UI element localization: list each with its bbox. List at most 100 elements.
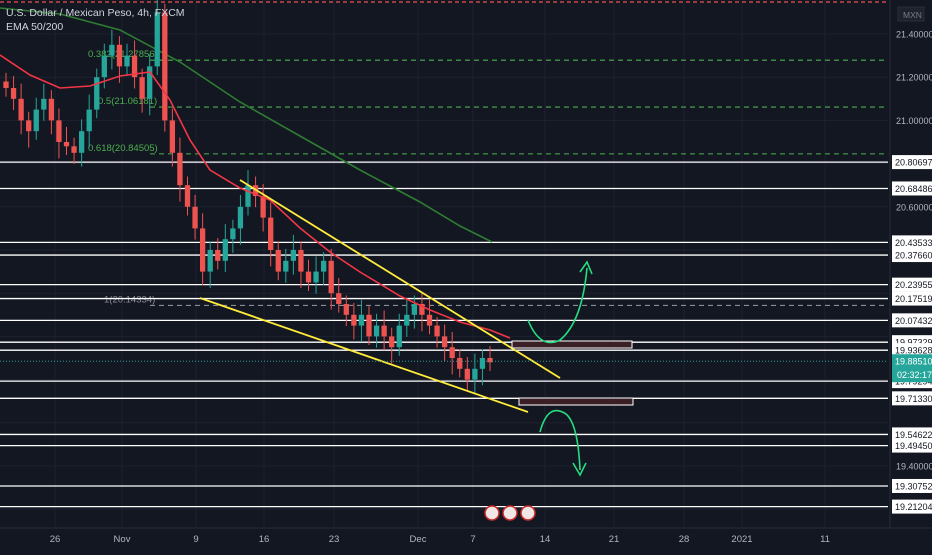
candle-body: [487, 358, 493, 363]
candle-body: [305, 271, 312, 283]
level-price-box: [892, 499, 932, 514]
level-price-label: 20.07432: [895, 316, 932, 326]
candle-body: [63, 142, 70, 147]
candle-body: [373, 325, 380, 337]
candle-body: [343, 304, 349, 315]
bearish-projection-line: [539, 409, 581, 471]
level-price-box: [892, 427, 932, 442]
bar-countdown-label: 02:32:17: [897, 370, 932, 380]
candle-body: [230, 228, 236, 240]
bullish-projection-line: [527, 267, 588, 344]
candle-body: [366, 314, 372, 337]
candle-body: [71, 146, 77, 153]
candle-body: [154, 12, 160, 67]
candle-body: [3, 81, 9, 88]
support-zone: [518, 397, 634, 406]
channel-upper-line: [239, 179, 561, 379]
candle-body: [56, 120, 62, 142]
x-tick-label: 16: [259, 534, 270, 545]
candle-body: [147, 66, 153, 99]
y-tick-label: 21.40000: [896, 30, 932, 40]
candle-body: [411, 304, 418, 315]
level-price-label: 19.54622: [895, 430, 932, 440]
level-price-box: [892, 391, 932, 406]
price-axis-panel: [890, 0, 932, 550]
candle-body: [94, 77, 100, 110]
level-price-label: 19.97329: [895, 338, 932, 348]
candle-body: [192, 206, 198, 229]
currency-label: MXN: [903, 10, 922, 20]
candle-body: [298, 250, 304, 272]
level-price-label: 19.71330: [895, 394, 932, 404]
candle-body: [177, 152, 183, 186]
candle-body: [358, 314, 365, 326]
level-price-box: [892, 291, 932, 306]
candle-body: [472, 368, 478, 380]
event-flag-icon: [502, 505, 518, 521]
level-price-label: 20.68486: [895, 184, 932, 194]
candle-body: [268, 217, 274, 250]
candle-body: [41, 98, 47, 110]
candle-body: [18, 98, 24, 121]
candle-body: [328, 260, 334, 294]
candles-group: [3, 0, 493, 394]
x-tick-label: 28: [679, 534, 690, 545]
x-tick-label: 23: [329, 534, 340, 545]
candle-body: [351, 314, 357, 326]
bullish-arrow-head-icon: [579, 260, 593, 275]
candle-body: [86, 109, 92, 132]
level-price-box: [892, 235, 932, 250]
level-price-label: 20.37660: [895, 251, 932, 261]
level-price-label: 19.21204: [895, 502, 932, 512]
y-tick-label: 19.40000: [896, 462, 932, 472]
fib-level-label: 0.5(21.06181): [98, 96, 157, 107]
x-tick-label: 26: [50, 534, 61, 545]
y-tick-label: 21.00000: [896, 116, 932, 126]
candle-body: [78, 131, 85, 153]
x-tick-label: 11: [820, 534, 830, 545]
candle-body: [26, 120, 32, 132]
level-price-box: [892, 343, 932, 358]
fib-level-label: 0.382(21.27856): [88, 49, 158, 60]
candle-body: [116, 44, 123, 67]
event-flag-icon: [520, 505, 536, 521]
fib-level-label: 1(20.14334): [104, 294, 155, 305]
candle-body: [313, 271, 319, 283]
y-tick-label: 21.20000: [896, 73, 932, 83]
candle-body: [131, 55, 138, 78]
candle-body: [441, 336, 448, 348]
x-tick-label: 14: [540, 534, 551, 545]
candle-body: [199, 228, 206, 272]
candle-body: [48, 98, 55, 121]
candle-body: [184, 185, 191, 207]
candle-body: [389, 336, 395, 348]
level-price-box: [892, 277, 932, 292]
candle-body: [124, 55, 130, 67]
candle-body: [290, 250, 297, 261]
candle-body: [449, 347, 455, 358]
candle-body: [457, 358, 463, 369]
level-price-label: 19.30752: [895, 481, 932, 491]
candle-body: [336, 293, 342, 304]
candle-body: [245, 185, 251, 207]
indicator-label[interactable]: EMA 50/200: [6, 21, 64, 33]
candle-body: [434, 325, 440, 337]
candle-body: [109, 44, 115, 56]
level-price-label: 20.17519: [895, 294, 932, 304]
candle-body: [426, 314, 433, 326]
x-tick-label: 7: [470, 534, 475, 545]
candle-body: [10, 88, 17, 99]
level-price-box: [892, 155, 932, 170]
symbol-title[interactable]: U.S. Dollar / Mexican Peso, 4h, FXCM: [6, 7, 185, 19]
level-price-label: 19.93628: [895, 346, 932, 356]
x-tick-label: Dec: [410, 534, 427, 545]
x-tick-label: 21: [609, 534, 620, 545]
candle-body: [215, 250, 221, 261]
candle-body: [169, 120, 176, 153]
candle-body: [404, 314, 410, 326]
level-price-label: 19.49450: [895, 441, 932, 451]
candle-body: [381, 325, 387, 337]
